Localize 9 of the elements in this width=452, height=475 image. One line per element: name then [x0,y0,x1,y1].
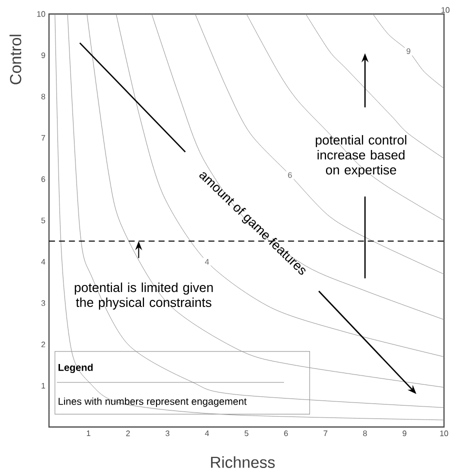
annotation: Legend [58,364,93,374]
y-axis-title: Control [10,34,22,84]
line-series [306,14,444,159]
line-series [372,14,444,89]
annotation: potential is limited given the physical constraints [74,282,213,310]
line-series [194,14,444,274]
annotation: potential control increase based on expertise [316,135,406,178]
annotation: Lines with numbers represent engagement [58,398,247,407]
x-axis-title: Richness [211,456,275,468]
